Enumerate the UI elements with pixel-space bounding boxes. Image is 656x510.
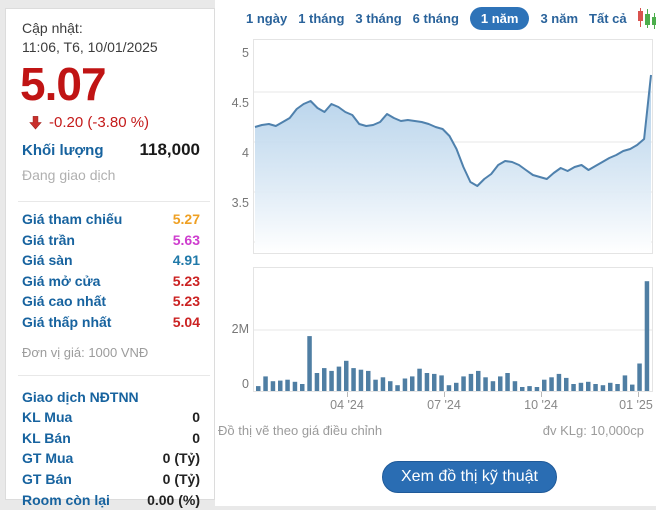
tab-6-month[interactable]: 6 tháng	[412, 10, 459, 26]
low-price-value: 5.04	[172, 313, 200, 330]
foreign-buy-val-value: 0 (Tỷ)	[162, 450, 200, 467]
foreign-sell-val-value: 0 (Tỷ)	[162, 471, 200, 488]
tab-3-year[interactable]: 3 năm	[540, 10, 579, 26]
table-row: Giá cao nhất 5.23	[22, 291, 200, 312]
table-row: GT Bán 0 (Tỷ)	[22, 469, 200, 490]
table-row: KL Bán 0	[22, 428, 200, 449]
table-row: Giá tham chiếu 5.27	[22, 209, 200, 230]
foreign-sell-vol-label: KL Bán	[22, 429, 71, 446]
foreign-room-label: Room còn lại	[22, 491, 110, 508]
divider	[18, 375, 210, 376]
last-updated-label: Cập nhật:	[22, 20, 83, 36]
volume-ytick-0: 0	[242, 377, 249, 391]
x-tick	[347, 392, 348, 397]
price-ytick-4: 4	[242, 146, 249, 160]
xtick-label-oct24: 10 '24	[524, 398, 558, 412]
x-tick	[444, 392, 445, 397]
table-row: Giá mở cửa 5.23	[22, 271, 200, 292]
x-tick	[638, 392, 639, 397]
last-updated: Cập nhật: 11:06, T6, 10/01/2025	[22, 19, 158, 57]
tab-1-month[interactable]: 1 tháng	[298, 10, 345, 26]
table-row: Giá sàn 4.91	[22, 250, 200, 271]
divider	[18, 201, 210, 202]
low-price-label: Giá thấp nhất	[22, 313, 112, 330]
open-price-label: Giá mở cửa	[22, 272, 101, 289]
price-change-value: -0.20 (-3.80 %)	[49, 114, 150, 131]
volume-chart-svg	[254, 281, 652, 391]
foreign-buy-vol-label: KL Mua	[22, 409, 73, 426]
price-area-chart[interactable]	[253, 39, 653, 254]
tab-1-year[interactable]: 1 năm	[469, 6, 530, 30]
xtick-label-apr24: 04 '24	[330, 398, 364, 412]
price-ytick-3-5: 3.5	[231, 196, 249, 210]
volume-row: Khối lượng 118,000	[22, 140, 200, 160]
high-price-label: Giá cao nhất	[22, 293, 107, 310]
foreign-sell-val-label: GT Bán	[22, 471, 72, 488]
adjusted-price-note: Đồ thị vẽ theo giá điều chỉnh	[218, 423, 383, 438]
tab-1-day[interactable]: 1 ngày	[246, 10, 288, 26]
ref-price-value: 5.27	[172, 211, 200, 228]
xtick-label-jan25: 01 '25	[619, 398, 653, 412]
x-tick	[541, 392, 542, 397]
price-table: Giá tham chiếu 5.27 Giá trần 5.63 Giá sà…	[22, 209, 200, 332]
floor-price-value: 4.91	[172, 252, 200, 269]
price-ytick-4-5: 4.5	[231, 96, 249, 110]
table-row: Room còn lại 0.00 (%)	[22, 489, 200, 510]
floor-price-label: Giá sàn	[22, 252, 73, 269]
foreign-trading-section: Giao dịch NĐTNN KL Mua 0 KL Bán 0 GT Mua…	[22, 386, 200, 510]
last-updated-value: 11:06, T6, 10/01/2025	[22, 39, 158, 55]
open-price-value: 5.23	[172, 272, 200, 289]
volume-label: Khối lượng	[22, 142, 104, 159]
xtick-label-jul24: 07 '24	[427, 398, 461, 412]
table-row: KL Mua 0	[22, 407, 200, 428]
tab-3-month[interactable]: 3 tháng	[355, 10, 402, 26]
current-price: 5.07	[20, 58, 107, 110]
down-arrow-icon	[28, 115, 43, 130]
ref-price-label: Giá tham chiếu	[22, 211, 123, 228]
foreign-trading-title: Giao dịch NĐTNN	[22, 388, 139, 405]
high-price-value: 5.23	[172, 293, 200, 310]
volume-bar-chart[interactable]	[253, 267, 653, 392]
foreign-buy-val-label: GT Mua	[22, 450, 74, 467]
table-row: GT Mua 0 (Tỷ)	[22, 448, 200, 469]
tab-all[interactable]: Tất cả	[589, 10, 627, 26]
foreign-buy-vol-value: 0	[192, 409, 200, 426]
foreign-sell-vol-value: 0	[192, 429, 200, 446]
price-change: -0.20 (-3.80 %)	[28, 114, 149, 131]
volume-unit-note: đv KLg: 10,000cp	[542, 423, 644, 438]
price-unit-note: Đơn vị giá: 1000 VNĐ	[22, 345, 149, 360]
timeframe-tabs: 1 ngày 1 tháng 3 tháng 6 tháng 1 năm 3 n…	[246, 6, 656, 30]
candlestick-chart-icon[interactable]	[637, 7, 656, 29]
volume-value: 118,000	[139, 140, 200, 159]
ceiling-price-label: Giá trần	[22, 231, 75, 248]
session-status: Đang giao dịch	[22, 167, 116, 183]
technical-chart-button[interactable]: Xem đồ thị kỹ thuật	[382, 461, 557, 493]
volume-ytick-2m: 2M	[231, 322, 249, 336]
foreign-room-value: 0.00 (%)	[147, 491, 200, 508]
price-chart-svg	[254, 74, 652, 252]
table-row: Giá trần 5.63	[22, 230, 200, 251]
price-ytick-5: 5	[242, 46, 249, 60]
chart-section: 1 ngày 1 tháng 3 tháng 6 tháng 1 năm 3 n…	[215, 0, 656, 506]
quote-summary-card: Cập nhật: 11:06, T6, 10/01/2025 5.07 -0.…	[5, 8, 215, 508]
table-row: Giá thấp nhất 5.04	[22, 312, 200, 333]
ceiling-price-value: 5.63	[172, 231, 200, 248]
